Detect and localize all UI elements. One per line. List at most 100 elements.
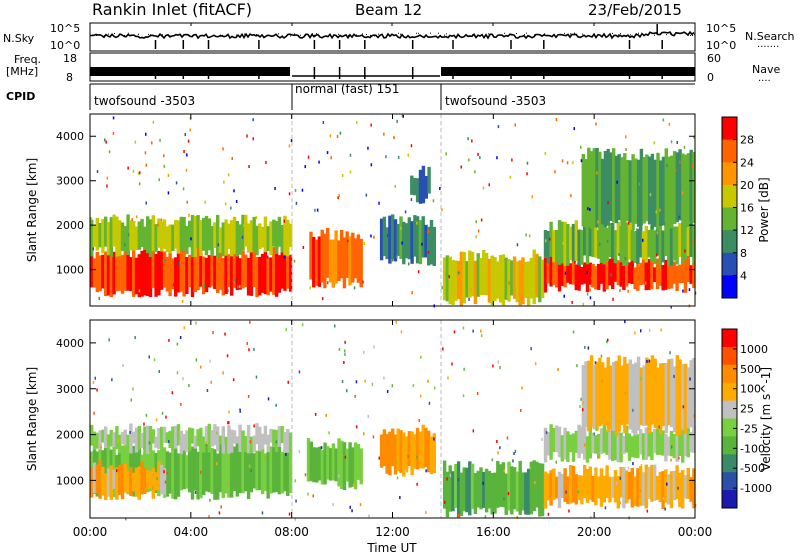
- heatmap-speckle: [555, 460, 557, 464]
- heatmap-speckle: [563, 294, 565, 298]
- heatmap-cell: [129, 220, 133, 251]
- heatmap-speckle: [188, 213, 190, 217]
- heatmap-cell: [176, 220, 181, 254]
- heatmap-cell: [221, 257, 225, 296]
- heatmap-cell: [266, 257, 270, 296]
- heatmap-cell: [574, 264, 578, 291]
- heatmap-speckle: [597, 455, 599, 459]
- heatmap-speckle: [228, 421, 230, 425]
- heatmap-speckle: [111, 378, 113, 382]
- heatmap-speckle: [248, 348, 250, 352]
- heatmap-cell: [309, 231, 313, 280]
- x-tick-label: 00:00: [678, 525, 713, 539]
- heatmap-cell: [538, 256, 542, 303]
- nave-dots: ····: [758, 76, 771, 87]
- heatmap-cell: [218, 247, 223, 290]
- heatmap-cell: [560, 474, 564, 498]
- heatmap-cell: [619, 261, 623, 287]
- heatmap-speckle: [394, 184, 396, 188]
- heatmap-cell: [148, 219, 153, 257]
- heatmap-cell: [315, 447, 319, 483]
- heatmap-speckle: [91, 484, 94, 488]
- heatmap-cell: [689, 360, 693, 428]
- heatmap-speckle: [509, 175, 512, 179]
- heatmap-speckle: [491, 458, 494, 462]
- heatmap-speckle: [503, 469, 506, 473]
- heatmap-speckle: [401, 114, 403, 118]
- heatmap-cell: [98, 430, 102, 450]
- heatmap-speckle: [656, 231, 659, 235]
- heatmap-cell: [148, 447, 153, 492]
- heatmap-cell: [246, 223, 251, 253]
- colorbar-swatch: [722, 162, 737, 186]
- heatmap-speckle: [420, 355, 422, 359]
- heatmap-speckle: [164, 259, 166, 263]
- heatmap-cell: [490, 255, 494, 305]
- heatmap-speckle: [607, 201, 609, 205]
- heatmap-speckle: [545, 431, 548, 435]
- heatmap-cell: [382, 216, 387, 257]
- heatmap-speckle: [158, 178, 160, 182]
- heatmap-cell: [611, 476, 615, 498]
- heatmap-cell: [476, 470, 480, 508]
- heatmap-cell: [160, 426, 164, 449]
- heatmap-cell: [176, 248, 181, 293]
- heatmap-cell: [277, 216, 282, 247]
- noise-right-dots: ·······: [757, 42, 779, 53]
- noise-left-label: N.Sky: [3, 32, 35, 45]
- heatmap-cell: [683, 430, 688, 457]
- colorbar-tick-label: 20: [740, 179, 754, 192]
- heatmap-cell: [535, 461, 539, 508]
- heatmap-cell: [501, 254, 506, 306]
- heatmap-speckle: [600, 354, 603, 358]
- heatmap-speckle: [255, 375, 258, 379]
- heatmap-cell: [393, 434, 398, 475]
- heatmap-cell: [126, 471, 130, 494]
- heatmap-cell: [669, 471, 674, 509]
- colorbar-tick-label: -1000: [740, 482, 772, 495]
- heatmap-speckle: [183, 150, 185, 153]
- heatmap-cell: [90, 249, 94, 288]
- heatmap-cell: [644, 262, 648, 291]
- heatmap-speckle: [670, 140, 673, 144]
- heatmap-cell: [277, 426, 282, 447]
- heatmap-cell: [312, 447, 316, 483]
- heatmap-cell: [179, 216, 183, 251]
- heatmap-speckle: [253, 424, 255, 428]
- heatmap-cell: [689, 432, 693, 453]
- heatmap-speckle: [557, 368, 559, 371]
- heatmap-cell: [140, 250, 144, 297]
- heatmap-cell: [678, 223, 682, 257]
- heatmap-cell: [636, 434, 640, 459]
- heatmap-cell: [683, 363, 688, 434]
- heatmap-speckle: [143, 422, 145, 426]
- heatmap-cell: [465, 261, 469, 298]
- y-tick-label: 3000: [56, 175, 84, 188]
- heatmap-speckle: [577, 490, 579, 494]
- heatmap-cell: [356, 234, 361, 283]
- heatmap-cell: [199, 253, 203, 287]
- heatmap-cell: [636, 263, 640, 291]
- heatmap-speckle: [666, 482, 668, 486]
- heatmap-speckle: [416, 455, 418, 459]
- heatmap-cell: [213, 222, 217, 248]
- heatmap-cell: [407, 431, 411, 466]
- heatmap-cell: [388, 431, 392, 476]
- heatmap-cell: [667, 474, 671, 505]
- heatmap-cell: [249, 220, 254, 253]
- heatmap-cell: [521, 257, 525, 305]
- heatmap-cell: [266, 434, 270, 453]
- heatmap-speckle: [179, 336, 182, 339]
- heatmap-speckle: [390, 259, 393, 263]
- heatmap-speckle: [662, 118, 665, 122]
- heatmap-cell: [165, 226, 169, 253]
- heatmap-cell: [661, 156, 666, 226]
- heatmap-speckle: [98, 296, 100, 300]
- heatmap-speckle: [122, 364, 124, 367]
- heatmap-cell: [630, 436, 634, 458]
- heatmap-speckle: [594, 470, 596, 474]
- heatmap-speckle: [459, 510, 461, 514]
- heatmap-cell: [585, 263, 590, 293]
- heatmap-cell: [244, 436, 248, 453]
- heatmap-cell: [190, 254, 195, 298]
